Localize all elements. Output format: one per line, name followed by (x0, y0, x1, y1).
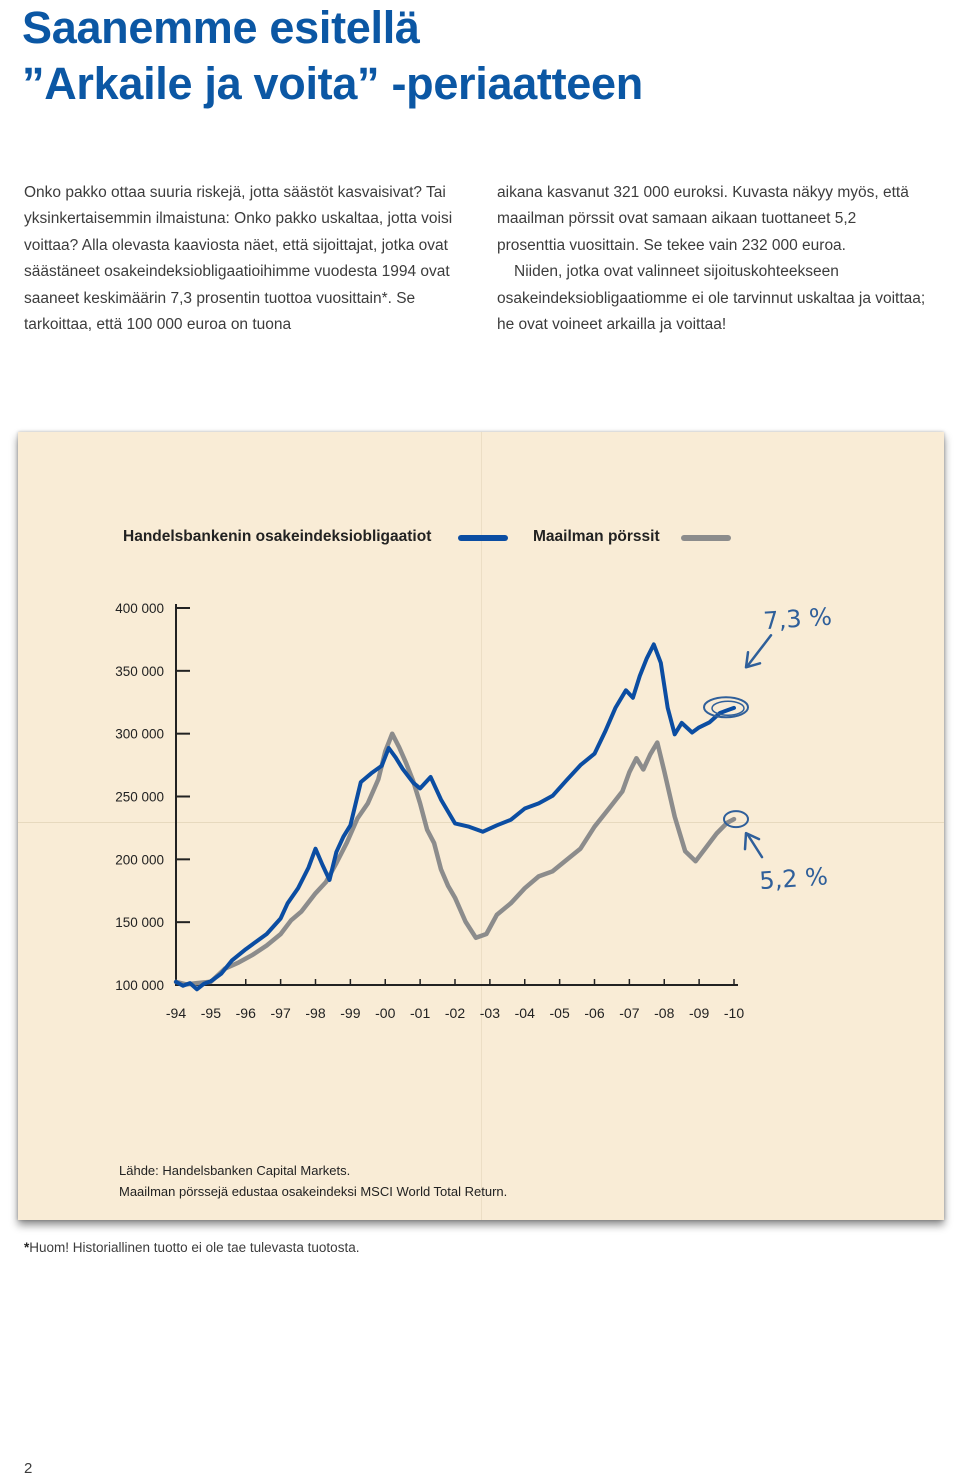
annotation-circle-world (723, 810, 749, 829)
page-title: Saanemme esitellä ”Arkaile ja voita” -pe… (22, 0, 643, 112)
legend-label-world: Maailman pörssit (533, 528, 660, 545)
x-tick-label: -95 (201, 1005, 221, 1021)
series-line-world (173, 731, 737, 987)
legend-swatch-world (681, 535, 731, 541)
y-tick-label: 400 000 (115, 601, 164, 616)
legend-label-bonds: Handelsbankenin osakeindeksiobligaatiot (123, 528, 432, 545)
annotation-label-world: 5,2 % (758, 862, 828, 895)
y-tick-label: 150 000 (115, 915, 164, 930)
x-tick-label: -02 (445, 1005, 465, 1021)
x-tick-label: -03 (480, 1005, 500, 1021)
intro-paragraph-continued: aikana kasvanut 321 000 euroksi. Kuvasta… (497, 184, 909, 254)
x-tick-label: -06 (584, 1005, 604, 1021)
x-tick-label: -94 (166, 1005, 186, 1021)
source-line: Lähde: Handelsbanken Capital Markets. (119, 1163, 351, 1178)
x-tick-label: -07 (619, 1005, 639, 1021)
x-tick-label: -98 (305, 1005, 325, 1021)
chart-source: Lähde: Handelsbanken Capital Markets. Ma… (119, 1160, 507, 1202)
conclusion-paragraph: Niiden, jotka ovat valinneet sijoituskoh… (497, 263, 926, 334)
title-line-2: ”Arkaile ja voita” -periaatteen (22, 58, 643, 109)
performance-chart: 100 000 150 000 200 000 250 000 300 000 350 0… (115, 601, 833, 1021)
x-tick-label: -96 (236, 1005, 256, 1021)
y-tick-label: 200 000 (115, 852, 164, 867)
annotation-label-bonds: 7,3 % (762, 603, 832, 636)
annotation-circle-bonds-inner (711, 700, 745, 717)
x-tick-label: -10 (724, 1005, 744, 1021)
paper-fold-line-vertical (481, 432, 482, 1220)
x-tick-label: -99 (340, 1005, 360, 1021)
title-line-1: Saanemme esitellä (22, 2, 420, 53)
x-tick-label: -04 (515, 1005, 535, 1021)
source-index-line: Maailman pörssejä edustaa osakeindeksi M… (119, 1184, 508, 1199)
series-line-bonds (174, 642, 736, 992)
intro-column-left: Onko pakko ottaa suuria riskejä, jotta s… (24, 180, 464, 338)
annotation-arrowhead-world (743, 831, 761, 851)
legend-swatch-bonds (458, 535, 508, 541)
annotation-circle-bonds (703, 696, 749, 719)
annotation-arrow-world (746, 833, 764, 859)
x-tick-label: -05 (550, 1005, 570, 1021)
x-tick-label: -00 (375, 1005, 395, 1021)
y-tick-label: 100 000 (115, 978, 164, 993)
paper-fold-line (18, 822, 944, 823)
annotation-arrow-bonds (746, 634, 773, 667)
intro-column-right: aikana kasvanut 321 000 euroksi. Kuvasta… (497, 180, 927, 338)
y-tick-label: 250 000 (115, 790, 164, 805)
page-number: 2 (24, 1460, 33, 1477)
intro-paragraph: Onko pakko ottaa suuria riskejä, jotta s… (24, 184, 453, 334)
y-tick-label: 350 000 (115, 664, 164, 679)
x-tick-label: -01 (410, 1005, 430, 1021)
footnote-star: * (24, 1240, 30, 1255)
y-tick-label: 300 000 (115, 727, 164, 742)
footnote-text: Huom! Historiallinen tuotto ei ole tae t… (29, 1240, 360, 1255)
chart-paper: 100 000 150 000 200 000 250 000 300 000 350 0… (18, 432, 944, 1220)
annotation-arrowhead-bonds (744, 651, 762, 669)
x-tick-label: -08 (654, 1005, 674, 1021)
footnote: *Huom! Historiallinen tuotto ei ole tae … (24, 1240, 359, 1255)
x-tick-label: -09 (689, 1005, 709, 1021)
x-tick-label: -97 (271, 1005, 291, 1021)
